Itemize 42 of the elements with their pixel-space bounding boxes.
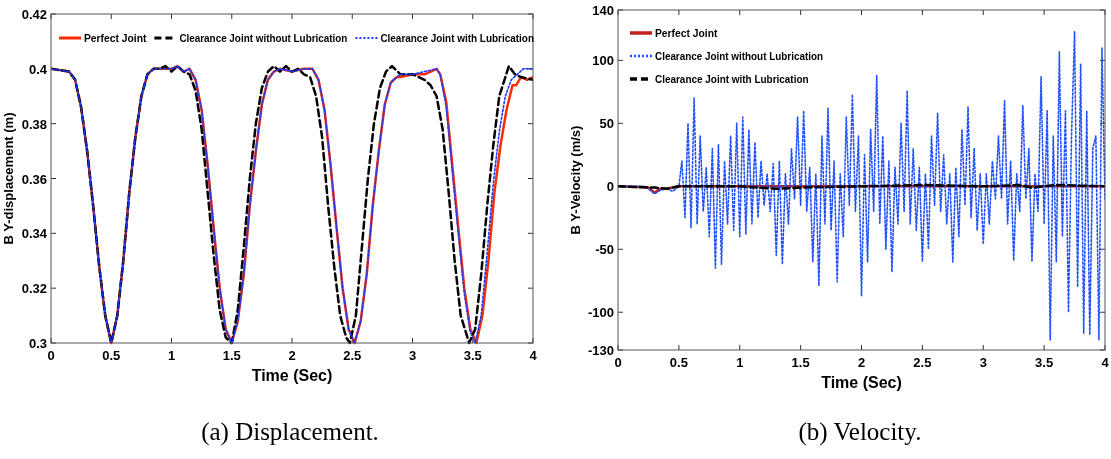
x-tick-label: 3.5 (463, 348, 482, 363)
text: (b) Velocity. (798, 418, 922, 446)
y-tick-label: 0.32 (21, 281, 47, 297)
legend-label: Clearance Joint without Lubrication (179, 32, 367, 44)
y-tick-label: 0.36 (21, 171, 47, 187)
x-tick-label: 2.5 (913, 355, 932, 370)
y-tick-label: 50 (599, 116, 614, 132)
x-tick-label: 3 (408, 348, 417, 363)
legend-label: Perfect Joint (655, 27, 722, 39)
x-tick-label: 1 (167, 348, 176, 363)
x-tick-label: 2 (288, 348, 296, 363)
y-tick-label: 100 (592, 53, 614, 69)
x-tick-label: 1 (736, 355, 744, 370)
x-axis-title: Time (Sec) (251, 367, 333, 384)
x-tick-label: 1.5 (791, 355, 810, 370)
x-tick-label: 3 (979, 355, 987, 370)
y-tick-label: -50 (595, 242, 614, 258)
x-tick-label: 1.5 (222, 348, 241, 363)
legend-label: Perfect Joint (84, 32, 151, 44)
y-axis-title: B Y-displacement (m) (1, 112, 16, 245)
y-tick-label: 0.42 (21, 7, 47, 22)
y-tick-label: 0.4 (28, 61, 48, 77)
y-tick-label: -130 (587, 343, 614, 358)
x-tick-label: 0.5 (669, 355, 688, 370)
legend-label: Clearance Joint without Lubrication (655, 50, 843, 62)
y-tick-label: -100 (587, 305, 614, 321)
y-tick-label: 0.3 (28, 336, 47, 351)
y-tick-label: 0 (606, 179, 614, 195)
legend-label: Clearance Joint with Lubrication (655, 73, 825, 85)
x-tick-label: 4 (1101, 355, 1110, 370)
x-axis-title: Time (Sec) (821, 374, 902, 391)
text: (a) Displacement. (201, 418, 379, 446)
x-tick-label: 2.5 (343, 348, 362, 363)
y-tick-label: 0.38 (21, 116, 47, 132)
y-tick-label: 140 (592, 3, 614, 18)
x-tick-label: 2 (857, 355, 866, 370)
y-tick-label: 0.34 (21, 226, 48, 242)
x-tick-label: 0.5 (102, 348, 121, 363)
y-axis-title: B Y-Velocity (m/s) (568, 125, 583, 235)
x-tick-label: 4 (529, 348, 538, 363)
x-tick-label: 3.5 (1035, 355, 1054, 370)
legend-label: Clearance Joint with Lubrication (380, 32, 551, 44)
